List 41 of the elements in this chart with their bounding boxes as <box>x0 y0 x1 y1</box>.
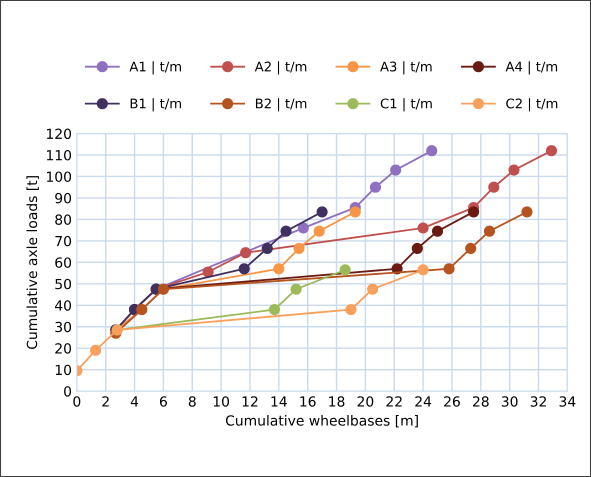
x-tick-label: 6 <box>160 396 167 407</box>
y-tick-label: 60 <box>55 257 72 268</box>
x-tick-label: 26 <box>444 396 460 407</box>
x-tick-label: 18 <box>329 396 344 407</box>
y-tick-label: 120 <box>46 128 72 140</box>
legend-label: A4 | t/m <box>506 61 558 74</box>
y-tick-label: 50 <box>55 278 72 290</box>
y-tick-label: 90 <box>55 192 72 204</box>
x-tick-label: 24 <box>415 396 432 407</box>
legend-label: B2 | t/m <box>256 98 306 112</box>
legend-label: A3 | t/m <box>380 61 432 74</box>
legend-label: A2 | t/m <box>254 61 306 74</box>
y-tick-label: 80 <box>55 214 72 225</box>
y-tick-label: 30 <box>55 322 72 332</box>
legend-label: B1 | t/m <box>130 98 181 112</box>
x-tick-label: 28 <box>472 396 489 407</box>
y-tick-label: 0 <box>64 386 72 397</box>
x-tick-label: 10 <box>214 396 230 407</box>
y-tick-label: 110 <box>46 150 72 160</box>
x-tick-label: 34 <box>560 396 576 407</box>
x-tick-label: 32 <box>530 396 546 407</box>
x-tick-label: 14 <box>272 396 287 407</box>
x-tick-label: 20 <box>358 396 374 407</box>
x-tick-label: 30 <box>502 396 518 407</box>
x-tick-label: 8 <box>188 396 196 407</box>
x-tick-label: 2 <box>102 396 109 407</box>
y-tick-label: 20 <box>55 343 72 354</box>
y-tick-label: 100 <box>46 171 72 182</box>
legend-label: A1 | t/m <box>129 61 181 74</box>
y-axis-title: Cumulative axle loads [t] <box>26 176 39 349</box>
legend-label: C2 | t/m <box>506 98 558 112</box>
x-tick-label: 22 <box>386 396 402 407</box>
legend-label: C1 | t/m <box>380 98 432 112</box>
x-tick-label: 4 <box>130 396 138 407</box>
y-tick-label: 40 <box>54 300 72 311</box>
x-tick-label: 12 <box>242 396 258 407</box>
x-axis-title: Cumulative wheelbases [m] <box>226 415 418 428</box>
x-tick-label: 0 <box>73 396 80 407</box>
x-tick-label: 16 <box>300 396 316 407</box>
y-tick-label: 10 <box>56 364 72 376</box>
y-tick-label: 70 <box>55 236 72 246</box>
